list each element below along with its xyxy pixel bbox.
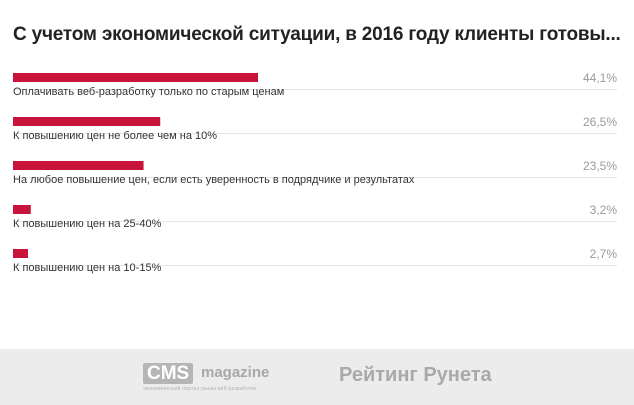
cms-magazine-word: magazine (201, 364, 270, 381)
category-label-4: К повышению цен на 10-15% (13, 262, 162, 274)
category-label-1: К повышению цен не более чем на 10% (13, 130, 217, 142)
value-label-2: 23,5% (583, 159, 617, 173)
footer-bar: CMS magazine экономический портал рынка … (0, 349, 634, 405)
value-label-4: 2,7% (590, 247, 618, 261)
value-label-0: 44,1% (583, 71, 617, 85)
cms-badge: CMS (143, 363, 194, 384)
bar-1[interactable] (13, 117, 161, 126)
chart-title: С учетом экономической ситуации, в 2016 … (13, 24, 621, 45)
rating-runeta-logo[interactable]: Рейтинг Рунета (339, 364, 492, 386)
cms-tagline: экономический портал рынка веб-разработо… (143, 386, 257, 392)
bar-0[interactable] (13, 73, 258, 82)
bar-chart: Оплачивать веб-разработку только по стар… (13, 71, 618, 274)
category-label-3: К повышению цен на 25-40% (13, 218, 162, 230)
category-label-2: На любое повышение цен, если есть уверен… (13, 174, 415, 186)
value-label-1: 26,5% (583, 115, 617, 129)
bar-4[interactable] (13, 249, 28, 258)
bar-3[interactable] (13, 205, 31, 214)
bar-2[interactable] (13, 161, 144, 170)
value-label-3: 3,2% (590, 203, 618, 217)
category-label-0: Оплачивать веб-разработку только по стар… (13, 86, 284, 98)
